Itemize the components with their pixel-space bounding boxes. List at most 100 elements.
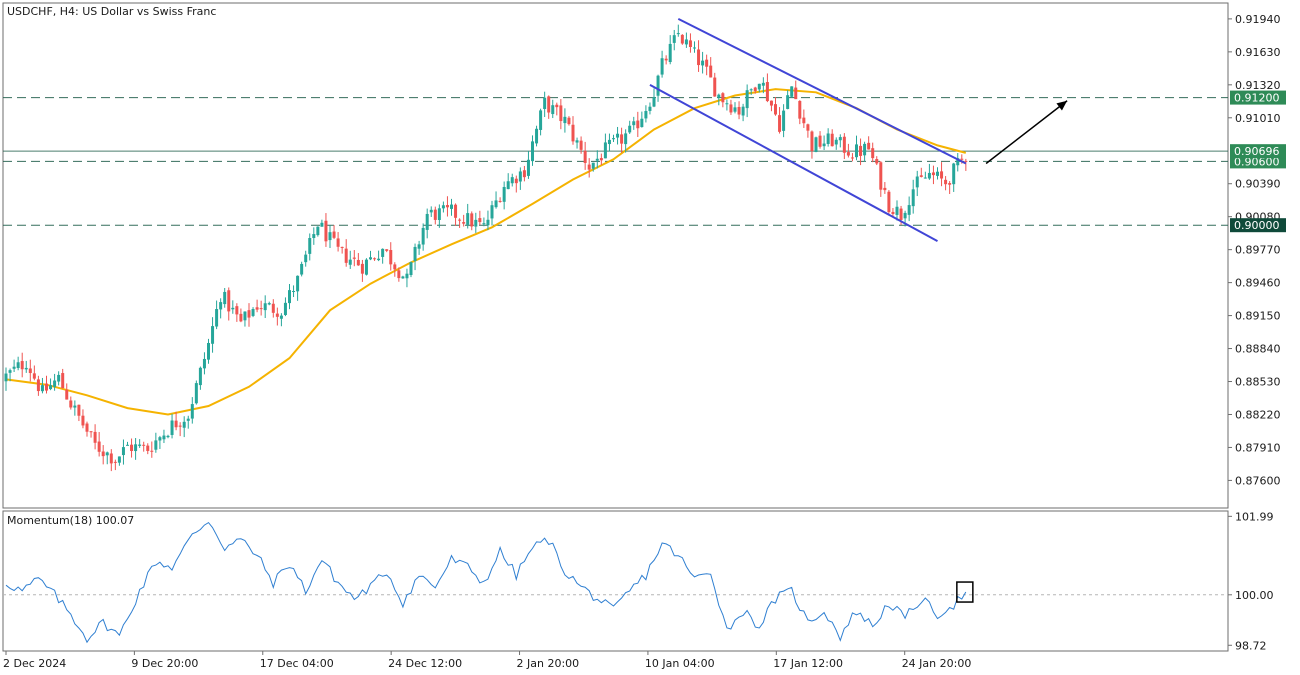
candle-body [960, 158, 964, 160]
candle-78 [320, 219, 324, 227]
candle-91 [373, 257, 377, 261]
candle-1 [8, 368, 12, 382]
candle-211 [859, 138, 863, 166]
candle-72 [296, 275, 300, 301]
candle-body [911, 189, 915, 207]
candle-121 [494, 191, 498, 209]
candle-120 [490, 200, 494, 226]
price-level-badges: 0.91200 0.90600 0.90000 0.90696 [1230, 90, 1286, 233]
candle-8 [36, 375, 40, 396]
candle-body [207, 342, 210, 360]
candle-body [887, 191, 891, 213]
candle-body [182, 421, 186, 428]
candle-57 [235, 303, 239, 322]
candle-body [668, 43, 672, 63]
candle-body [385, 249, 389, 251]
candle-80 [328, 225, 332, 249]
candle-body [57, 374, 61, 382]
candle-body [340, 246, 344, 248]
candle-body [757, 83, 761, 90]
candle-206 [838, 134, 842, 148]
candle-132 [539, 108, 543, 136]
momentum-tick-label: 98.72 [1235, 639, 1267, 652]
candle-body [360, 263, 364, 274]
candle-135 [551, 99, 555, 119]
candle-96 [393, 262, 397, 277]
candle-33 [138, 439, 142, 448]
candle-body [591, 162, 595, 169]
price-tick-label: 0.90390 [1235, 178, 1281, 191]
moving-average [5, 88, 967, 416]
candle-body [65, 389, 69, 400]
candle-140 [571, 116, 575, 145]
candle-body [170, 420, 174, 435]
candle-94 [385, 249, 389, 253]
candle-body [466, 213, 470, 225]
candle-body [660, 58, 664, 75]
candle-body [105, 452, 109, 456]
candle-body [20, 361, 24, 370]
candle-117 [478, 210, 482, 226]
candle-body [790, 86, 794, 97]
candle-157 [640, 111, 644, 128]
candle-body [502, 186, 506, 202]
candle-223 [907, 196, 911, 222]
candle-body [239, 313, 243, 322]
candle-body [235, 306, 239, 315]
candle-178 [725, 99, 729, 111]
candle-body [701, 60, 705, 66]
candle-155 [632, 116, 636, 130]
candle-body [478, 218, 482, 223]
candle-body [810, 131, 814, 152]
symbol-title: USDCHF, H4: US Dollar vs Swiss Franc [7, 5, 216, 18]
candle-197 [802, 109, 806, 128]
candle-body [482, 223, 486, 225]
price-tick-label: 0.91630 [1235, 46, 1281, 59]
candle-body [846, 152, 850, 156]
candle-44 [182, 416, 186, 438]
price-tick-label: 0.88840 [1235, 343, 1281, 356]
candle-body [373, 258, 377, 260]
candle-body [543, 97, 547, 109]
candle-9 [40, 377, 44, 394]
candle-111 [454, 203, 458, 226]
candle-body [895, 206, 899, 215]
candle-body [450, 204, 453, 209]
candle-body [624, 133, 628, 145]
candle-body [429, 209, 433, 213]
candle-105 [429, 206, 433, 217]
descending-channel[interactable] [649, 17, 967, 243]
candle-body [956, 158, 960, 166]
candle-body [324, 220, 328, 242]
candle-89 [364, 258, 368, 276]
horizontal-levels[interactable] [3, 97, 1228, 226]
candle-body [587, 164, 591, 170]
candle-142 [579, 136, 583, 154]
candle-15 [65, 383, 69, 400]
candle-186 [757, 83, 761, 93]
projection-arrow[interactable] [985, 100, 1068, 165]
candle-189 [769, 100, 773, 112]
candle-49 [202, 352, 206, 375]
candle-220 [895, 200, 899, 221]
candle-210 [855, 135, 858, 161]
candle-body [486, 219, 490, 226]
arrow-shaft [985, 100, 1068, 165]
candle-66 [271, 299, 275, 318]
candle-body [786, 95, 790, 109]
candle-118 [482, 217, 486, 227]
candle-43 [178, 422, 182, 437]
candle-body [61, 373, 65, 389]
momentum-line [5, 521, 967, 644]
candle-190 [774, 97, 777, 116]
price-tick-label: 0.87910 [1235, 441, 1281, 454]
candle-98 [401, 275, 405, 279]
candle-64 [263, 295, 267, 319]
candle-body [616, 133, 620, 138]
momentum-panel-frame [2, 510, 1229, 652]
candle-59 [243, 311, 247, 327]
candle-body [518, 171, 522, 182]
candle-219 [891, 208, 895, 218]
candle-body [688, 40, 692, 48]
candle-body [782, 110, 786, 131]
